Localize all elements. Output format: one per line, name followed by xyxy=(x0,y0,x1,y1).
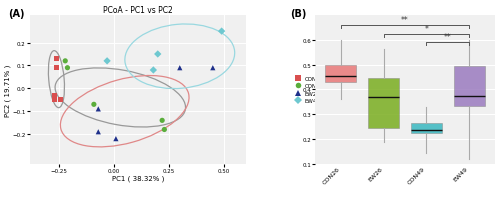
Point xyxy=(57,99,65,102)
PathPatch shape xyxy=(411,123,442,133)
Point xyxy=(160,128,168,131)
Point xyxy=(50,99,58,102)
PathPatch shape xyxy=(368,79,399,128)
Point xyxy=(52,58,60,61)
Point xyxy=(209,67,217,70)
Text: (B): (B) xyxy=(290,9,306,19)
Point xyxy=(64,67,72,70)
Point xyxy=(50,94,58,97)
PathPatch shape xyxy=(326,65,356,83)
Point xyxy=(52,67,60,70)
Y-axis label: PC2 ( 19.71% ): PC2 ( 19.71% ) xyxy=(4,64,11,116)
Point xyxy=(150,69,158,72)
PathPatch shape xyxy=(454,67,484,106)
X-axis label: PC1 ( 38.32% ): PC1 ( 38.32% ) xyxy=(112,175,164,181)
Point xyxy=(218,30,226,34)
Point xyxy=(154,53,162,56)
Point xyxy=(90,103,98,106)
Text: **: ** xyxy=(444,33,452,42)
Text: (A): (A) xyxy=(8,9,25,19)
Point xyxy=(103,60,111,63)
Legend: CON26, CON49, EW26, EW49: CON26, CON49, EW26, EW49 xyxy=(291,76,325,104)
Point xyxy=(94,108,102,111)
Text: **: ** xyxy=(401,16,409,25)
Point xyxy=(61,60,69,63)
Point xyxy=(94,131,102,134)
Point xyxy=(158,119,166,122)
Text: *: * xyxy=(424,25,428,34)
Point xyxy=(112,137,120,141)
Point xyxy=(176,67,184,70)
Title: PCoA - PC1 vs PC2: PCoA - PC1 vs PC2 xyxy=(103,6,173,15)
